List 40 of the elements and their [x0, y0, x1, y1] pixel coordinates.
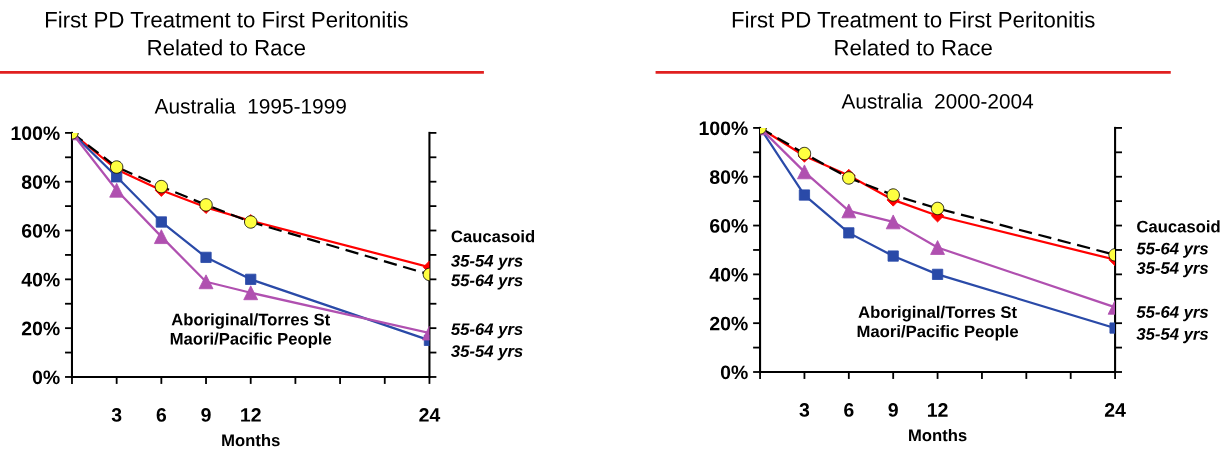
text: 55-64 yrs: [1136, 242, 1209, 258]
text: 55-64 yrs: [451, 274, 523, 290]
y-tick-label: 80%: [21, 175, 60, 189]
x-tick-label: 3: [799, 403, 810, 417]
chart-title: First PD Treatment to First Peritonitis Related to Race: [46, 11, 408, 56]
annotation: Aboriginal/Torres St Maori/Pacific People: [857, 305, 1019, 341]
x-tick-label: 6: [844, 403, 854, 417]
x-tick-label: 12: [241, 408, 261, 422]
chart-subtitle: Australia 1995-1999: [154, 98, 346, 114]
text: Caucasoid: [451, 230, 535, 243]
text: Caucasoid: [1137, 220, 1220, 233]
text: 35-54 yrs: [451, 254, 523, 271]
text: 55-64 yrs: [451, 323, 523, 339]
y-tick-label: 60%: [710, 219, 748, 233]
text: 35-54 yrs: [451, 345, 523, 361]
text: 35-54 yrs: [1136, 328, 1209, 344]
annotation: Aboriginal/Torres St Maori/Pacific People: [170, 313, 332, 348]
x-tick-label: 24: [1104, 403, 1126, 417]
x-tick-label: 3: [111, 408, 122, 422]
y-tick-label: 40%: [21, 272, 60, 287]
x-tick-label: 9: [888, 403, 898, 417]
chart-subtitle: Australia 2000-2004: [841, 93, 1034, 109]
y-tick-label: 0%: [720, 365, 748, 380]
x-tick-label: 9: [201, 408, 211, 422]
text: 35-54 yrs: [1136, 262, 1209, 278]
text: 55-64 yrs: [1136, 306, 1209, 322]
x-tick-label: 6: [156, 408, 167, 422]
y-tick-label: 100%: [11, 126, 60, 141]
y-tick-label: 40%: [709, 267, 748, 282]
y-tick-label: 0%: [32, 370, 60, 385]
y-tick-label: 20%: [710, 316, 748, 331]
y-tick-label: 60%: [21, 223, 60, 238]
y-tick-label: 20%: [21, 321, 60, 336]
y-tick-label: 80%: [709, 170, 748, 184]
x-tick-label: 12: [927, 403, 948, 417]
x-axis-title: Months: [909, 429, 967, 442]
x-tick-label: 24: [419, 408, 441, 422]
x-axis-title: Months: [222, 433, 280, 447]
chart-title: First PD Treatment to First Peritonitis Related to Race: [732, 11, 1095, 56]
y-tick-label: 100%: [699, 121, 748, 136]
